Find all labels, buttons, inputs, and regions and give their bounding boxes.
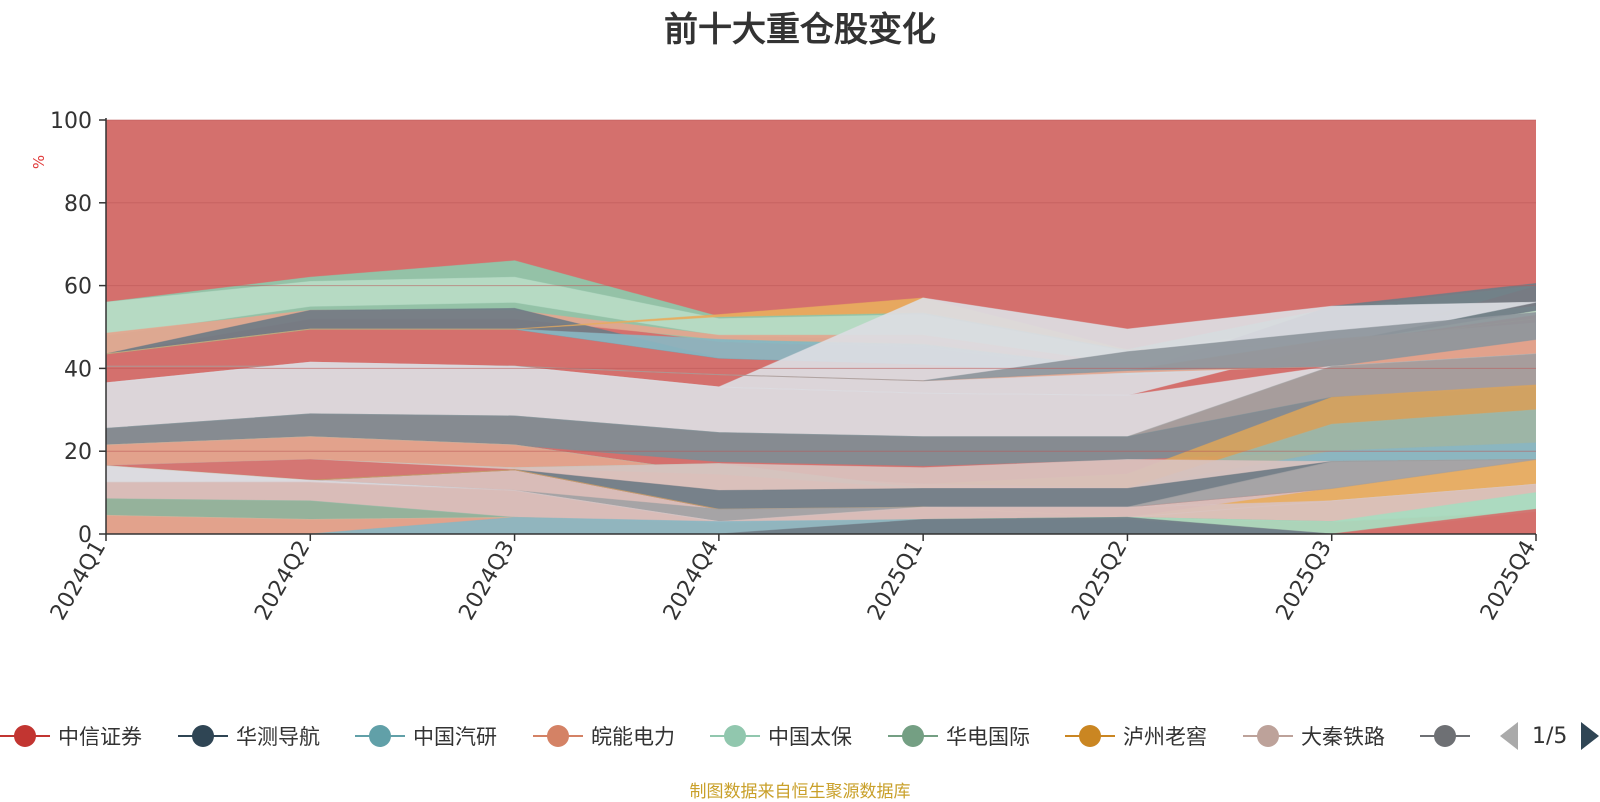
legend-marker-icon (533, 718, 583, 754)
legend: 中信证券 华测导航 中国汽研 皖能电力 中国太保 华电国际 泸州老窖 大秦铁路 (0, 718, 1600, 754)
legend-item[interactable]: 中国汽研 (355, 718, 497, 754)
legend-marker-icon (1065, 718, 1115, 754)
y-tick-label: 0 (78, 523, 92, 548)
legend-label: 大秦铁路 (1301, 725, 1385, 749)
legend-prev-arrow-icon[interactable] (1500, 722, 1518, 750)
x-tick-label: 2024Q4 (659, 537, 724, 625)
legend-marker-icon (1420, 718, 1470, 754)
legend-marker-icon (0, 718, 50, 754)
legend-item[interactable]: 华测导航 (178, 718, 320, 754)
x-tick-label: 2024Q2 (250, 537, 315, 625)
y-axis-label: % (30, 155, 48, 169)
legend-label: 中国太保 (768, 725, 852, 749)
legend-marker-icon (355, 718, 405, 754)
y-tick-label: 60 (64, 275, 92, 300)
legend-item[interactable]: 华电国际 (888, 718, 1030, 754)
legend-item[interactable]: 中国太保 (710, 718, 852, 754)
area-band-09 (106, 311, 1536, 382)
legend-label: 华电国际 (946, 725, 1030, 749)
legend-label: 中信证券 (58, 725, 142, 749)
legend-item[interactable]: 大秦铁路 (1243, 718, 1385, 754)
area-series-group (106, 260, 1536, 535)
legend-item[interactable]: 泸州老窖 (1065, 718, 1207, 754)
legend-marker-icon (1243, 718, 1293, 754)
legend-label: 皖能电力 (591, 725, 675, 749)
source-note: 制图数据来自恒生聚源数据库 (689, 782, 911, 802)
legend-label: 华测导航 (236, 725, 320, 749)
y-tick-label: 80 (64, 192, 92, 217)
y-tick-label: 20 (64, 440, 92, 465)
gridlines (106, 119, 1536, 452)
x-tick-label: 2024Q3 (454, 537, 519, 625)
area-band-06 (106, 297, 1536, 355)
y-tick-label: 100 (50, 109, 92, 134)
x-tick-label: 2025Q4 (1476, 537, 1541, 625)
legend-item[interactable]: 皖能电力 (533, 718, 675, 754)
legend-item[interactable]: 中信证券 (0, 718, 142, 754)
legend-pager: 1/5 (1500, 718, 1600, 754)
x-tick-label: 2025Q2 (1067, 537, 1132, 625)
legend-next-arrow-icon[interactable] (1581, 722, 1600, 750)
y-tick-label: 40 (64, 357, 92, 382)
x-tick-label: 2024Q1 (46, 537, 111, 625)
legend-marker-icon (710, 718, 760, 754)
legend-item[interactable] (1420, 718, 1478, 754)
legend-marker-icon (888, 718, 938, 754)
x-tick-label: 2025Q3 (1272, 537, 1337, 625)
x-tick-label: 2025Q1 (863, 537, 928, 625)
chart-title: 前十大重仓股变化 (664, 10, 936, 50)
legend-page-indicator: 1/5 (1532, 723, 1568, 749)
legend-marker-icon (178, 718, 228, 754)
legend-label: 泸州老窖 (1123, 725, 1207, 749)
legend-label: 中国汽研 (413, 725, 497, 749)
